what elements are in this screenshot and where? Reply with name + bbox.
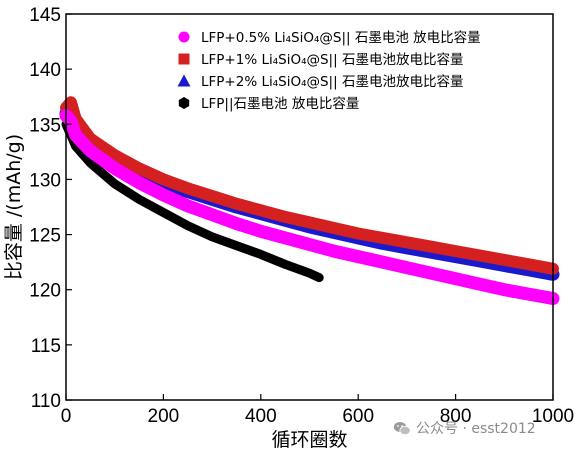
x-tick-label: 600 [342,406,374,427]
wechat-logo-icon [393,421,411,435]
legend-marker-1 [178,31,190,43]
legend-label-1: LFP+0.5% Li₄SiO₄@S|| 石墨电池 放电比容量 [201,29,481,46]
legend-label-3: LFP+2% Li₄SiO₄@S|| 石墨电池放电比容量 [201,73,463,90]
series-line-2 [60,96,559,275]
x-tick-label: 0 [61,406,72,427]
plot-frame [65,13,554,401]
y-axis-title: 比容量 /(mAh/g) [3,134,25,280]
y-tick-label: 140 [29,60,61,81]
legend-label-2: LFP+1% Li₄SiO₄@S|| 石墨电池放电比容量 [201,51,463,68]
axis-ticks: 0 200 400 600 800 1000 110 115 120 125 130 135 140 14… [29,5,574,427]
legend-marker-3 [177,74,191,87]
y-tick-label: 115 [31,336,61,357]
x-axis-title: 循环圈数 [271,429,347,451]
y-tick-label: 120 [29,281,61,302]
x-tick-label: 200 [148,406,180,427]
series-line-1 [59,109,560,305]
watermark-text: 公众号 · esst2012 [416,421,536,437]
y-tick-label: 125 [29,226,61,247]
x-tick-label: 1000 [532,406,574,427]
legend-marker-4 [178,97,190,109]
plot-area [59,96,560,305]
y-tick-label: 135 [29,115,61,136]
legend-marker-2 [178,53,190,65]
legend: LFP+0.5% Li₄SiO₄@S|| 石墨电池 放电比容量 LFP+1% Li… [177,29,481,112]
x-tick-label: 400 [245,406,277,427]
y-tick-label: 145 [29,5,61,26]
y-tick-label: 110 [31,391,61,412]
x-tick-label: 800 [440,406,472,427]
legend-label-4: LFP||石墨电池 放电比容量 [201,95,359,112]
watermark: 公众号 · esst2012 [393,418,536,438]
y-tick-label: 130 [29,170,61,191]
series-line-4 [61,119,324,283]
